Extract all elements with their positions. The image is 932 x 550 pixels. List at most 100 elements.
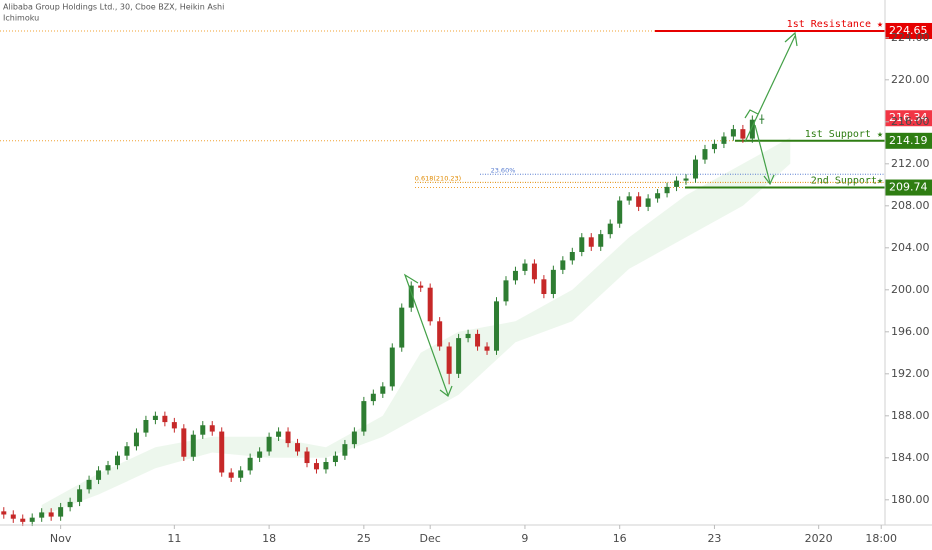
x-tick-label: 2020	[805, 532, 833, 545]
x-tick-label: 11	[167, 532, 181, 545]
candle-body	[749, 119, 755, 139]
candle-body	[219, 431, 225, 473]
candle-body	[39, 512, 45, 518]
candle-body	[740, 129, 746, 139]
candle-body	[67, 501, 73, 508]
indicator-name: Ichimoku	[3, 14, 39, 23]
candle-body	[418, 285, 424, 288]
candle-body	[29, 517, 35, 522]
candle-layer	[1, 114, 765, 527]
candle-body	[266, 436, 272, 452]
y-tick-label: 184.00	[891, 451, 930, 464]
candle-body	[560, 260, 566, 270]
candle-body	[721, 136, 727, 144]
candle-body	[152, 415, 158, 420]
candle-body	[531, 263, 537, 280]
candle-body	[190, 434, 196, 457]
candle-body	[626, 196, 632, 201]
last-price-box	[885, 110, 932, 127]
candle-body	[124, 446, 130, 456]
arrow-head	[763, 174, 775, 186]
candle-body	[674, 180, 680, 187]
candle-body	[77, 489, 83, 502]
candle-body	[446, 346, 452, 374]
candle-body	[276, 431, 282, 437]
y-tick-label: 204.00	[891, 241, 930, 254]
candle-body	[380, 386, 386, 394]
candle-body	[313, 463, 319, 470]
candle-body	[285, 431, 291, 444]
candle-body	[636, 196, 642, 207]
level-name: 2nd Support★	[811, 176, 883, 187]
price-label: 214.19	[889, 134, 928, 147]
chart-title: Alibaba Group Holdings Ltd., 30, Cboe BZ…	[3, 3, 224, 12]
cloud-layer	[41, 137, 791, 516]
candle-body	[588, 237, 594, 247]
level-layer: 1st Resistance ★ 224.65 1st Support ★ 214.1…	[0, 19, 932, 196]
arrow-up	[744, 35, 796, 143]
price-label-box	[885, 179, 932, 196]
candle-body	[342, 444, 348, 456]
x-tick-label: 9	[521, 532, 528, 545]
candle-body	[304, 451, 310, 464]
last-price-label: 216.34	[889, 111, 928, 124]
price-label: 224.65	[889, 24, 928, 37]
candle-body	[730, 129, 736, 137]
x-tick-label: 25	[357, 532, 371, 545]
fib-label: 23.60%	[491, 166, 516, 174]
candle-body	[655, 193, 661, 199]
candle-body	[427, 287, 433, 322]
candle-body	[171, 422, 177, 429]
candle-body	[692, 159, 698, 179]
candle-body	[114, 455, 120, 466]
x-tick-label: 18	[262, 532, 276, 545]
candle-body	[475, 333, 481, 347]
candle-body	[456, 338, 462, 374]
candle-body	[569, 252, 575, 261]
arrow-zigzag	[403, 273, 449, 396]
y-tick-label: 208.00	[891, 199, 930, 212]
candle-body	[323, 462, 329, 470]
candle-body	[645, 198, 651, 207]
ichimoku-cloud	[41, 137, 791, 516]
candle-body	[465, 333, 471, 339]
candle-body	[295, 443, 301, 452]
candle-body	[399, 307, 405, 348]
y-tick-label: 180.00	[891, 493, 930, 506]
arrow-down	[754, 124, 771, 184]
candle-body	[228, 472, 234, 478]
arrow-head	[439, 385, 453, 397]
candle-body	[617, 200, 623, 224]
candle-body	[408, 285, 414, 308]
level-name: 1st Resistance ★	[787, 19, 883, 30]
y-tick-label: 196.00	[891, 325, 930, 338]
y-tick-label: 192.00	[891, 367, 930, 380]
candle-body	[181, 428, 187, 457]
y-tick-label: 212.00	[891, 157, 930, 170]
candle-body	[759, 118, 765, 120]
candle-body	[389, 347, 395, 387]
candle-body	[494, 301, 500, 351]
candle-body	[550, 269, 556, 294]
candle-body	[48, 512, 54, 517]
y-tick-label: 216.00	[891, 115, 930, 128]
x-tick-label: Nov	[50, 532, 72, 545]
price-label-box	[885, 132, 932, 149]
projection-arrows	[403, 31, 798, 397]
candle-body	[133, 432, 139, 447]
candle-body	[143, 420, 149, 433]
price-label-box	[885, 22, 932, 39]
price-label: 209.74	[889, 181, 928, 194]
y-tick-label: 188.00	[891, 409, 930, 422]
fib-label: 0.618(210.23)	[415, 174, 461, 182]
candle-body	[361, 401, 367, 432]
candle-body	[1, 511, 7, 515]
arrow-head	[784, 31, 798, 47]
y-tick-label: 224.00	[891, 31, 930, 44]
x-tick-label: 23	[707, 532, 721, 545]
candle-body	[541, 279, 547, 294]
candle-body	[522, 263, 528, 271]
y-tick-label: 200.00	[891, 283, 930, 296]
candle-body	[209, 425, 215, 432]
